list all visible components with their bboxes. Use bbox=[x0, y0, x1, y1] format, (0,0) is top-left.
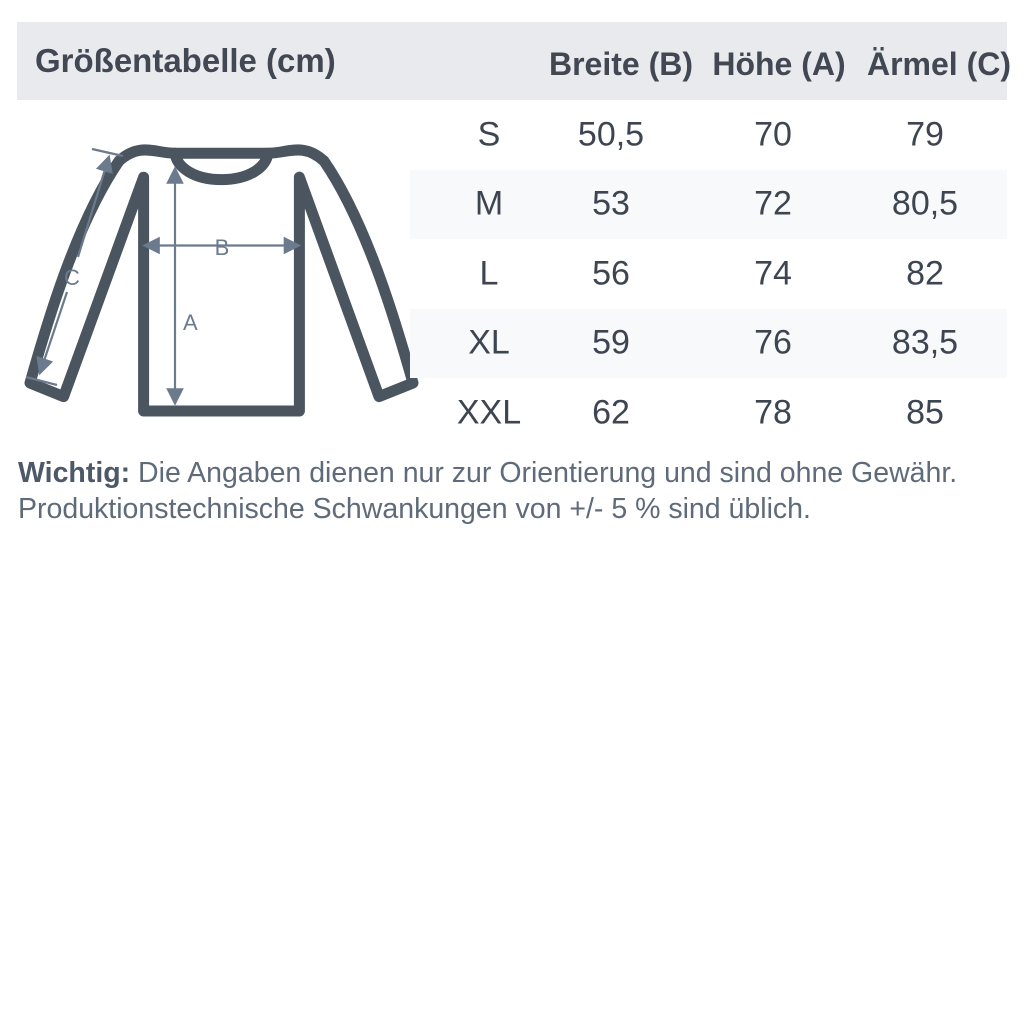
svg-text:C: C bbox=[64, 265, 80, 290]
svg-text:A: A bbox=[183, 310, 198, 335]
svg-text:B: B bbox=[215, 235, 230, 260]
